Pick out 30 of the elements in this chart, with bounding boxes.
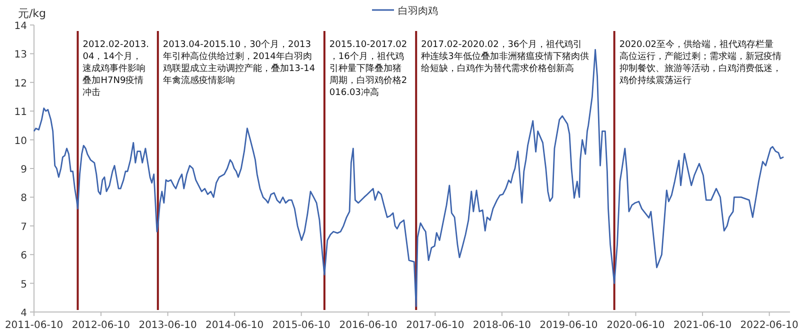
y-tick-label: 4 xyxy=(20,308,27,319)
x-tick-label: 2022-06-10 xyxy=(740,320,798,331)
x-tick-label: 2017-06-10 xyxy=(406,320,464,331)
x-tick-label: 2020-06-10 xyxy=(606,320,665,331)
x-tick-label: 2016-06-10 xyxy=(339,320,398,331)
x-tick-label: 2018-06-10 xyxy=(472,320,532,331)
y-tick-label: 12 xyxy=(14,78,27,90)
x-tick-label: 2013-06-10 xyxy=(138,320,197,331)
x-tick-label: 2021-06-10 xyxy=(673,320,732,331)
y-axis-title: 元/kg xyxy=(18,7,46,20)
x-tick-label: 2012-06-10 xyxy=(72,320,130,331)
y-tick-label: 5 xyxy=(20,279,27,290)
x-tick-label: 2011-06-10 xyxy=(4,320,64,331)
annotation: 2012.02-2013.04，14个月，速成鸡事件影响叠加H7N9疫情冲击 xyxy=(82,40,149,98)
x-tick-label: 2019-06-10 xyxy=(540,320,598,331)
annotation: 2015.10-2017.02，16个月，祖代鸡引种量下降叠加猪周期，白羽鸡价格2016.03冲高 xyxy=(329,40,408,98)
y-tick-label: 13 xyxy=(14,50,27,61)
y-tick-label: 9 xyxy=(20,164,27,176)
y-tick-label: 11 xyxy=(14,107,27,118)
annotation: 2013.04-2015.10，30个月，2013年引种高位供给过剩，2014年白羽肉鸡联盟成立主动调控产能，叠加13-14年禽流感疫情影响 xyxy=(162,40,316,86)
x-tick-label: 2015-06-10 xyxy=(272,320,330,331)
y-tick-label: 8 xyxy=(20,193,27,204)
y-tick-label: 6 xyxy=(20,250,27,262)
legend-label: 白羽肉鸡 xyxy=(398,5,438,17)
x-tick-label: 2014-06-10 xyxy=(206,320,264,331)
annotation: 2017.02-2020.02，36个月，祖代鸡引种连续3年低位叠加非洲猪瘟疫情下猪肉供给短缺，白鸡作为替代需求价格创新高 xyxy=(421,40,589,74)
annotation: 2020.02至今，供给端，祖代鸡存栏量高位运行，产能过剩；需求端，新冠疫情抑制餐饮、旅游等活动，白鸡消费低迷，鸡价持续震荡运行 xyxy=(619,40,782,86)
y-tick-label: 10 xyxy=(14,136,27,147)
y-tick-label: 7 xyxy=(20,222,27,233)
y-tick-label: 14 xyxy=(14,21,27,32)
